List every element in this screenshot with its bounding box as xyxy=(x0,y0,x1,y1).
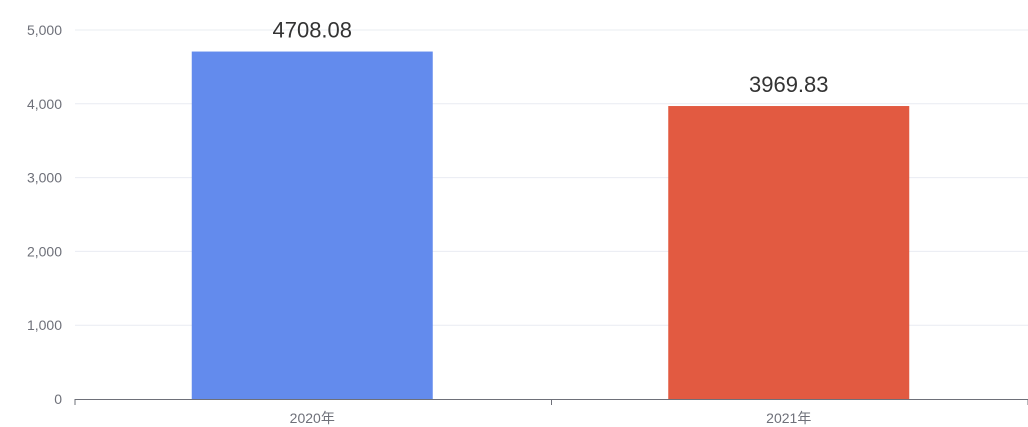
y-tick-label: 2,000 xyxy=(27,243,62,259)
bar xyxy=(191,51,433,399)
bars-layer xyxy=(191,51,910,399)
data-label: 4708.08 xyxy=(272,18,352,43)
y-tick-label: 4,000 xyxy=(27,96,62,112)
y-tick-label: 5,000 xyxy=(27,22,62,38)
x-axis: 2020年 2021年 xyxy=(74,399,1028,426)
y-tick-label: 0 xyxy=(54,391,62,407)
y-tick-label: 3,000 xyxy=(27,170,62,186)
data-label: 3969.83 xyxy=(749,72,829,97)
y-axis-ticks: 0 1,000 2,000 3,000 4,000 5,000 xyxy=(27,22,62,407)
y-tick-label: 1,000 xyxy=(27,317,62,333)
data-labels-layer: 4708.08 3969.83 xyxy=(272,18,828,97)
x-tick-label: 2020年 xyxy=(290,410,335,426)
x-tick-label: 2021年 xyxy=(766,410,811,426)
bar xyxy=(668,106,910,399)
